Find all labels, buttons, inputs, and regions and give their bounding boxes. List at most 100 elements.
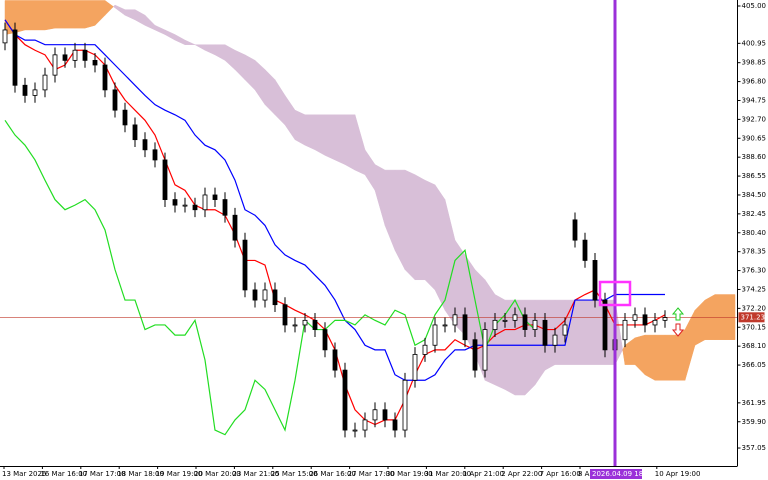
candle-body (192, 204, 198, 211)
candle-body (242, 239, 248, 291)
candle-body (222, 199, 228, 216)
cloud-segment (314, 114, 326, 156)
candle-body (432, 324, 438, 346)
candle-body (552, 334, 558, 346)
candle-body (112, 89, 118, 111)
indicator-line (4, 119, 536, 436)
cloud-segment (644, 334, 656, 381)
candle-body (92, 59, 98, 66)
x-tick-label: 27 Mar 17:00 (348, 470, 395, 478)
candle-body (452, 314, 458, 326)
axes (0, 0, 741, 469)
cloud-segment (574, 299, 586, 365)
candle-body (102, 64, 108, 91)
sell-arrow (671, 323, 685, 337)
cloud-segment (84, 0, 96, 29)
candle-body (12, 29, 18, 86)
candle-body (632, 314, 638, 321)
candle-body (312, 319, 318, 330)
candle-body (592, 260, 598, 301)
x-tick-label: 18 Mar 18:00 (117, 470, 164, 478)
cloud-segment (494, 294, 506, 390)
x-tick-label: 19 Mar 19:00 (156, 470, 203, 478)
candle-body (372, 409, 378, 421)
y-tick-label: 380.40 (742, 229, 767, 237)
candle-body (362, 419, 368, 431)
y-tick-label: 405.00 (742, 2, 767, 10)
candle-body (522, 314, 528, 330)
y-tick-label: 374.25 (742, 285, 767, 293)
candle-body (152, 149, 158, 161)
highlight-box (598, 280, 632, 307)
candles (2, 22, 668, 438)
x-tick-label: 16 Mar 16:00 (40, 470, 87, 478)
y-tick-label: 394.75 (742, 96, 767, 104)
overlay (598, 0, 685, 466)
y-tick-label: 382.45 (742, 210, 767, 218)
candle-body (32, 89, 38, 96)
candle-body (622, 319, 628, 341)
y-tick-label: 392.70 (742, 115, 767, 123)
candle-body (602, 299, 608, 351)
cloud-segment (524, 299, 536, 396)
cloud-segment (434, 184, 446, 311)
current-price-box (738, 312, 765, 323)
cloud-segment (294, 109, 306, 146)
y-tick-label: 361.95 (742, 399, 767, 407)
candle-body (62, 54, 68, 61)
y-tick-label: 378.35 (742, 248, 767, 256)
candle-body (482, 329, 488, 371)
candle-body (512, 314, 518, 321)
candle-body (172, 199, 178, 206)
cloud-segment (34, 0, 46, 31)
crosshair-label-box (590, 469, 642, 479)
candle-body (492, 319, 498, 330)
x-tick-label: 17 Mar 17:00 (79, 470, 126, 478)
x-tick-label: 1 Apr 21:00 (463, 470, 504, 478)
y-tick-label: 400.95 (742, 39, 767, 47)
cloud-segment (664, 334, 676, 381)
crosshair-label: 2026.04.09 18:00 (592, 470, 654, 478)
cloud-segment (14, 0, 26, 34)
candle-body (252, 289, 258, 301)
x-tick-label: 25 Mar 15:00 (271, 470, 318, 478)
y-tick-label: 386.55 (742, 172, 767, 180)
y-tick-label: 370.15 (742, 323, 767, 331)
x-tick-label: 30 Mar 19:00 (386, 470, 433, 478)
candle-body (272, 289, 278, 306)
y-tick-label: 396.80 (742, 78, 767, 86)
cloud-segment (324, 114, 336, 161)
cloud-segment (304, 114, 316, 151)
cloud-segment (404, 169, 416, 281)
candle-body (2, 29, 8, 44)
buy-arrow (671, 307, 685, 321)
cloud-segment (424, 179, 436, 291)
candle-body (42, 74, 48, 91)
y-tick-label: 390.65 (742, 134, 767, 142)
candle-body (132, 124, 138, 141)
x-tick-label: 31 Mar 20:00 (424, 470, 471, 478)
candle-body (212, 194, 218, 200)
y-tick-label: 357.05 (742, 444, 767, 452)
x-tick-label: 20 Mar 20:00 (194, 470, 241, 478)
candle-body (462, 314, 468, 341)
candle-body (652, 319, 658, 326)
candle-body (402, 379, 408, 431)
y-tick-label: 384.50 (742, 191, 767, 199)
cloud-segment (514, 299, 526, 396)
x-tick-label: 23 Mar 21:00 (232, 470, 279, 478)
cloud-segment (674, 329, 686, 381)
cloud-segment (334, 114, 346, 165)
candle-body (412, 354, 418, 381)
cloud-segment (44, 0, 56, 31)
candle-body (582, 239, 588, 261)
y-tick-label: 368.10 (742, 342, 767, 350)
candle-body (82, 49, 88, 61)
cloud-segment (414, 174, 426, 281)
y-tick-label: 372.20 (742, 304, 767, 312)
y-tick-label: 388.60 (742, 153, 767, 161)
candle-body (442, 324, 448, 327)
